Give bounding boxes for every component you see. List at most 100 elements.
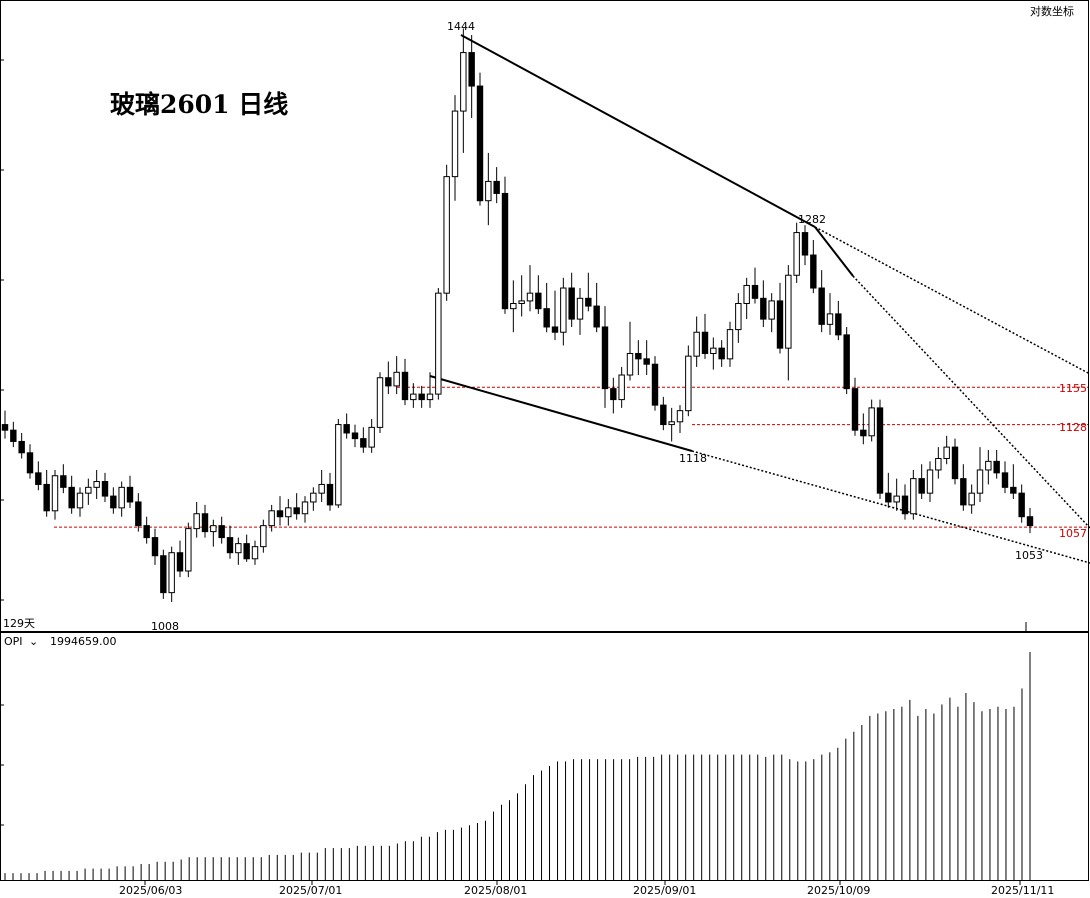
candle <box>868 399 875 442</box>
steep-trendline <box>814 226 854 277</box>
candle <box>43 469 50 517</box>
trendlines <box>429 34 1090 564</box>
candle <box>801 225 809 266</box>
candle <box>485 152 492 226</box>
upper-trendline <box>460 34 816 228</box>
steep-trendline-extension <box>852 275 1090 529</box>
candle <box>843 326 850 395</box>
candle <box>993 449 1000 479</box>
candle <box>743 277 750 320</box>
candle <box>368 418 375 453</box>
candle <box>135 493 142 532</box>
indicator-panel-frame <box>0 632 1089 881</box>
candle <box>476 72 484 206</box>
candle <box>1010 464 1017 500</box>
candle <box>260 519 267 553</box>
candle <box>326 472 334 511</box>
candle <box>710 337 717 370</box>
candle <box>818 270 825 333</box>
candle <box>68 475 75 514</box>
candle <box>360 427 367 453</box>
level-label-1057: 1057 <box>1059 527 1087 540</box>
annotation-high-1282: 1282 <box>798 213 826 226</box>
candle <box>76 487 84 517</box>
candle <box>726 321 734 367</box>
x-axis <box>144 880 1021 885</box>
candle <box>560 277 567 346</box>
candle <box>51 469 59 520</box>
x-tick-label: 2025/06/03 <box>119 884 182 897</box>
candle <box>976 447 984 502</box>
candle <box>768 293 775 333</box>
candle <box>926 461 934 502</box>
candle <box>601 306 609 408</box>
candle <box>860 413 867 445</box>
level-label-1128: 1128 <box>1059 421 1087 434</box>
x-tick-label: 2025/08/01 <box>464 884 527 897</box>
candle <box>101 472 109 502</box>
candle <box>918 464 925 500</box>
candle <box>510 280 517 333</box>
candle <box>785 265 792 381</box>
candle <box>210 519 217 547</box>
candle <box>1001 461 1009 494</box>
candle <box>943 435 950 465</box>
candle <box>351 424 359 448</box>
candle <box>810 240 817 294</box>
candle <box>293 493 300 520</box>
candle <box>193 501 200 538</box>
candle <box>160 549 167 599</box>
annotation-low-1118: 1118 <box>679 452 707 465</box>
candle <box>151 528 159 565</box>
candle <box>701 313 709 359</box>
candle <box>168 546 175 602</box>
candle <box>568 272 575 327</box>
candle <box>376 372 384 433</box>
candle <box>251 540 259 565</box>
left-axis-ticks <box>0 59 4 826</box>
candle <box>901 484 909 520</box>
candle <box>335 418 342 508</box>
candle <box>218 516 225 544</box>
candle <box>285 499 292 526</box>
indicator-dropdown-icon[interactable]: ⌄ <box>29 635 38 648</box>
candle <box>643 340 650 376</box>
candle <box>243 534 250 562</box>
candle <box>143 516 150 544</box>
candle <box>835 300 842 341</box>
candle <box>626 321 634 381</box>
candle <box>318 469 325 502</box>
candle <box>951 438 959 485</box>
candle <box>393 356 400 395</box>
candle <box>451 95 459 201</box>
candle <box>935 447 942 479</box>
x-tick-label: 2025/10/09 <box>807 884 870 897</box>
lower-trendline-extension <box>691 450 1090 564</box>
candle <box>885 472 892 508</box>
candle <box>310 487 317 511</box>
candle <box>276 496 284 526</box>
candle <box>235 537 242 565</box>
candle <box>526 265 534 312</box>
candle <box>551 290 559 341</box>
candle <box>985 449 992 485</box>
candle <box>201 504 209 538</box>
candle <box>618 366 625 408</box>
candle <box>826 293 834 335</box>
candle <box>593 282 600 333</box>
candle <box>735 293 742 343</box>
candle <box>343 413 350 439</box>
candle <box>493 167 500 204</box>
candle <box>385 361 392 395</box>
candle <box>401 358 409 406</box>
annotation-low-1008: 1008 <box>151 620 179 633</box>
candle <box>460 28 467 153</box>
candle <box>968 484 975 514</box>
candle <box>518 275 525 317</box>
candle <box>535 275 542 314</box>
level-label-1155: 1155 <box>1059 382 1087 395</box>
candle <box>1018 484 1025 523</box>
candle <box>585 272 592 312</box>
candlestick-series <box>1 28 1034 602</box>
candle <box>301 496 309 523</box>
